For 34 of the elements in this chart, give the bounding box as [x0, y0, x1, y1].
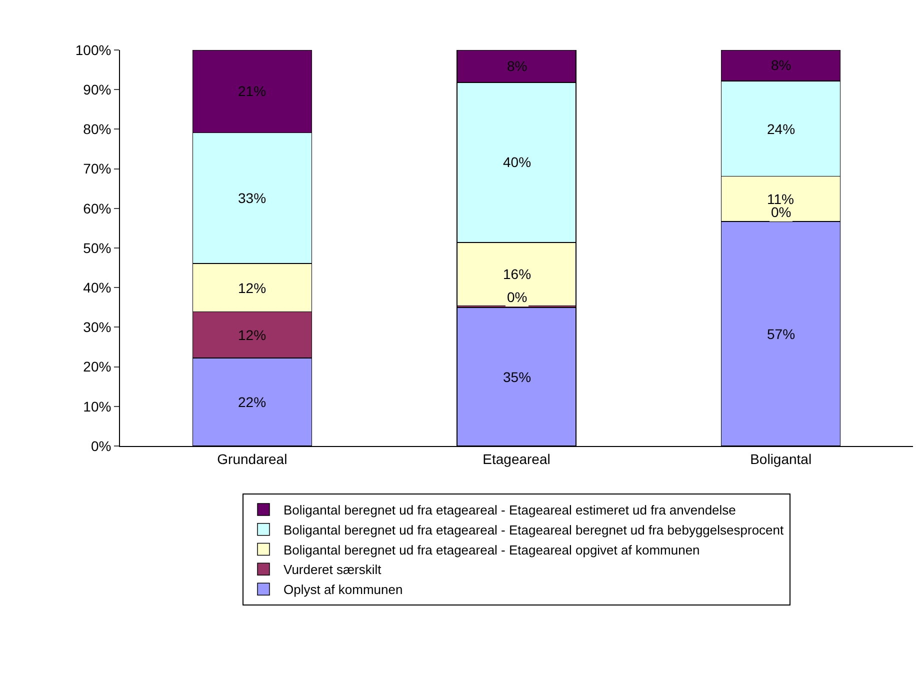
- x-tick-label: Grundareal: [217, 450, 288, 467]
- data-label: 33%: [238, 190, 266, 206]
- data-label: 11%: [767, 191, 794, 207]
- data-label: 57%: [767, 326, 796, 342]
- y-tick-label: 90%: [83, 82, 112, 98]
- data-label: 22%: [238, 394, 266, 410]
- legend-label: Boligantal beregnet ud fra etageareal - Etageareal beregnet ud fra bebyggelsesprocent: [284, 522, 784, 538]
- legend-label: Oplyst af kommunen: [284, 582, 403, 598]
- data-label: 16%: [503, 266, 532, 282]
- legend-label: Boligantal beregnet ud fra etageareal - Etageareal estimeret ud fra anvendelse: [284, 502, 736, 518]
- legend-label: Boligantal beregnet ud fra etageareal - Etageareal opgivet af kommunen: [284, 542, 700, 558]
- y-tick-label: 30%: [83, 319, 112, 336]
- y-tick-label: 70%: [83, 160, 112, 177]
- x-tick-label: Boligantal: [750, 450, 812, 467]
- data-label: 0%: [507, 289, 528, 305]
- data-label: 8%: [771, 57, 792, 73]
- y-tick-label: 50%: [83, 240, 112, 256]
- y-tick-label: 100%: [75, 42, 112, 58]
- y-tick-label: 40%: [83, 280, 112, 296]
- y-tick-label: 0%: [90, 438, 112, 454]
- data-label: 0%: [771, 204, 792, 220]
- data-label: 40%: [503, 154, 532, 170]
- y-tick-label: 80%: [83, 121, 112, 138]
- y-tick-label: 10%: [83, 398, 112, 414]
- y-tick-label: 60%: [83, 200, 112, 216]
- data-label: 12%: [238, 327, 266, 343]
- data-label: 12%: [238, 280, 266, 296]
- legend-label: Vurderet særskilt: [284, 562, 382, 578]
- data-label: 24%: [767, 121, 796, 137]
- data-label: 21%: [238, 83, 266, 99]
- x-tick-label: Etageareal: [482, 450, 550, 467]
- data-label: 35%: [503, 369, 532, 385]
- y-tick-label: 20%: [83, 358, 112, 375]
- data-label: 8%: [507, 58, 528, 74]
